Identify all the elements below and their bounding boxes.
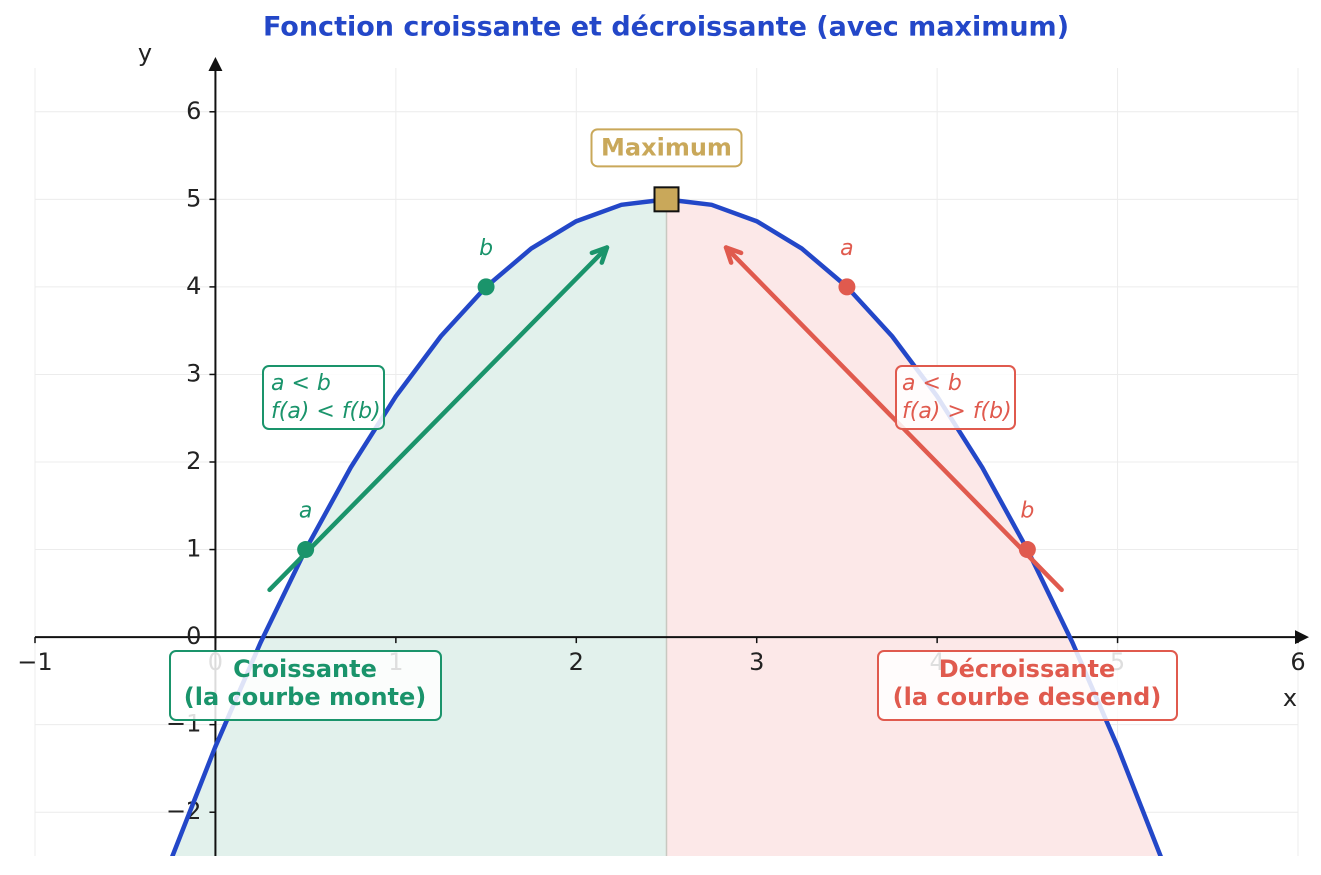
- y-tick-label: 2: [186, 447, 201, 475]
- annotation-text: f(a) > f(b): [902, 399, 1012, 424]
- area-fill: [666, 199, 1163, 856]
- y-tick-label: 6: [186, 97, 201, 125]
- arrow-shaft: [723, 245, 1064, 593]
- arrow-shaft: [267, 245, 610, 593]
- point: [1018, 541, 1036, 559]
- point-label: b: [1020, 499, 1034, 524]
- annotation-text: f(a) < f(b): [271, 399, 381, 424]
- annotation-text: (la courbe descend): [893, 683, 1162, 711]
- x-axis-label: x: [1283, 684, 1297, 712]
- maximum-marker: [653, 186, 680, 213]
- annotation-box: [169, 650, 442, 721]
- y-axis-label: y: [138, 39, 152, 67]
- annotation-text: Décroissante: [939, 655, 1116, 683]
- x-tick-label: 2: [569, 648, 584, 676]
- x-tick-label: −1: [17, 648, 52, 676]
- arrow-head: [589, 245, 610, 265]
- point-label: b: [479, 236, 493, 261]
- annotation-box: [262, 365, 385, 430]
- point-label: a: [840, 236, 853, 261]
- annotation-text: a < b: [902, 371, 962, 396]
- y-tick-label: 3: [186, 359, 201, 387]
- point: [838, 278, 856, 296]
- chart-title: Fonction croissante et décroissante (ave…: [263, 12, 1069, 43]
- maximum-label: Maximum: [601, 133, 732, 161]
- x-tick-label: 3: [749, 648, 764, 676]
- y-tick-label: 1: [186, 535, 201, 563]
- annotation-text: a < b: [271, 371, 331, 396]
- point: [477, 278, 495, 296]
- annotation-box: [877, 650, 1178, 721]
- y-tick-label: 4: [186, 272, 201, 300]
- point: [297, 541, 315, 559]
- annotation-text: Croissante: [233, 655, 377, 683]
- annotation-text: (la courbe monte): [184, 683, 427, 711]
- annotation-box: [895, 365, 1016, 430]
- label-box: [590, 128, 743, 168]
- area-fill: [170, 199, 667, 856]
- arrow-head: [723, 245, 744, 265]
- y-tick-label: 0: [186, 622, 201, 650]
- x-tick-label: 6: [1290, 648, 1305, 676]
- point-label: a: [299, 499, 312, 524]
- y-tick-label: 5: [186, 184, 201, 212]
